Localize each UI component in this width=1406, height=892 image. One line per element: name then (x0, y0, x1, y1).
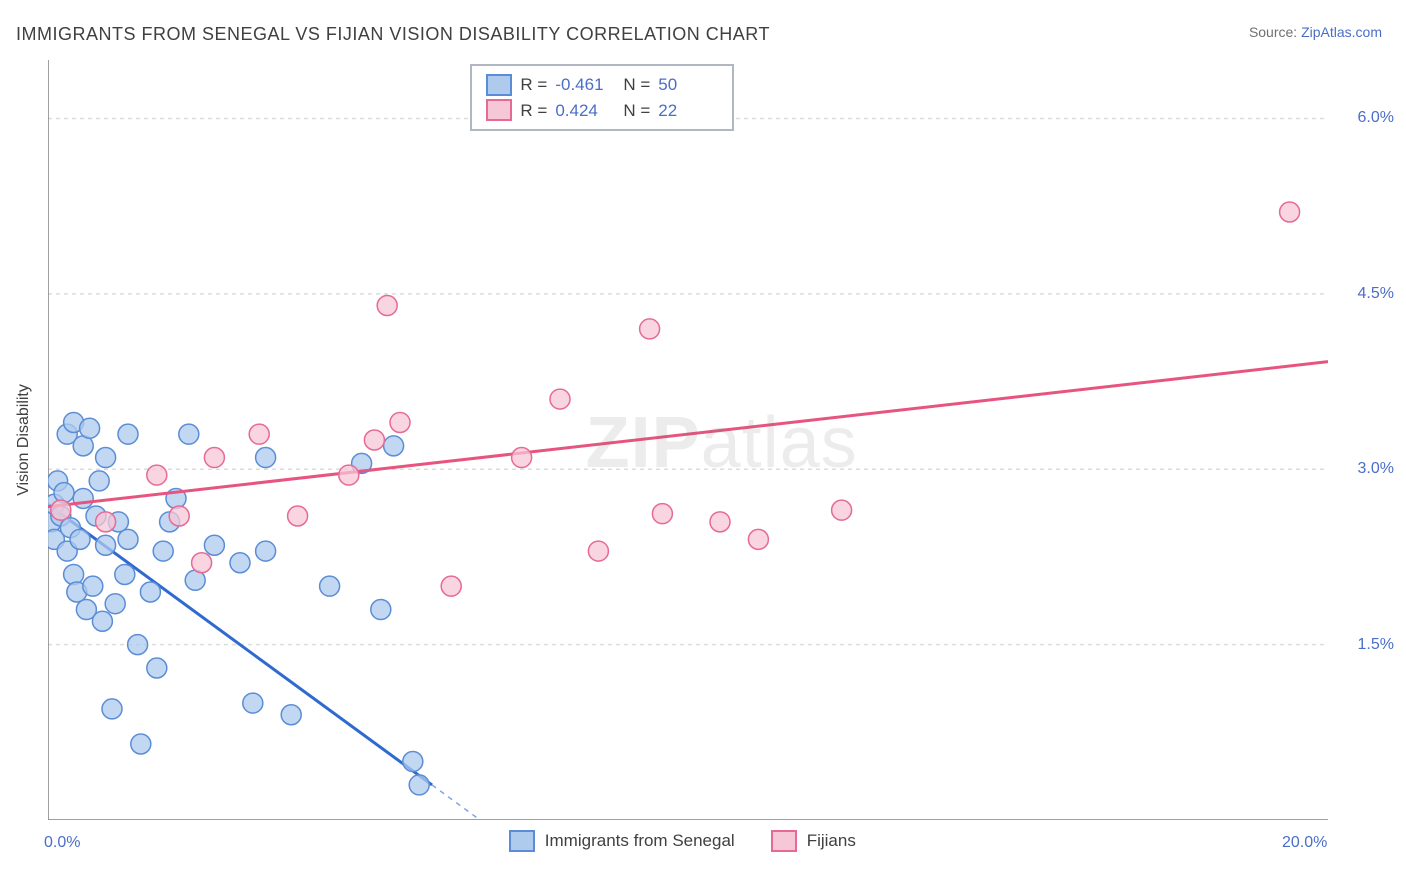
legend-swatch (509, 830, 535, 852)
source-attribution: Source: ZipAtlas.com (1249, 24, 1382, 40)
scatter-plot (48, 60, 1328, 820)
y-axis-label: Vision Disability (15, 384, 33, 496)
legend-swatch (771, 830, 797, 852)
legend-series-label: Fijians (807, 831, 856, 851)
legend-series: Immigrants from Senegal Fijians (509, 830, 856, 852)
x-tick-min: 0.0% (44, 834, 80, 852)
x-tick-max: 20.0% (1282, 834, 1327, 852)
legend-swatch (486, 99, 512, 121)
y-tick-label: 6.0% (1358, 109, 1394, 127)
y-tick-label: 1.5% (1358, 636, 1394, 654)
legend-series-item: Fijians (771, 830, 856, 852)
legend-series-label: Immigrants from Senegal (545, 831, 735, 851)
legend-series-item: Immigrants from Senegal (509, 830, 735, 852)
legend-n-value: 50 (658, 72, 718, 98)
chart-title: IMMIGRANTS FROM SENEGAL VS FIJIAN VISION… (16, 24, 770, 45)
legend-r-label: R = (520, 98, 547, 124)
source-prefix: Source: (1249, 24, 1301, 40)
legend-swatch (486, 74, 512, 96)
legend-n-label: N = (623, 72, 650, 98)
legend-r-label: R = (520, 72, 547, 98)
legend-r-value: 0.424 (555, 98, 615, 124)
legend-n-value: 22 (658, 98, 718, 124)
legend-correlation: R = -0.461 N = 50 R = 0.424 N = 22 (470, 64, 734, 131)
legend-r-value: -0.461 (555, 72, 615, 98)
y-tick-label: 4.5% (1358, 285, 1394, 303)
chart-container: IMMIGRANTS FROM SENEGAL VS FIJIAN VISION… (0, 0, 1406, 892)
legend-correlation-row: R = 0.424 N = 22 (486, 98, 718, 124)
legend-correlation-row: R = -0.461 N = 50 (486, 72, 718, 98)
legend-n-label: N = (623, 98, 650, 124)
y-tick-label: 3.0% (1358, 460, 1394, 478)
source-link[interactable]: ZipAtlas.com (1301, 24, 1382, 40)
